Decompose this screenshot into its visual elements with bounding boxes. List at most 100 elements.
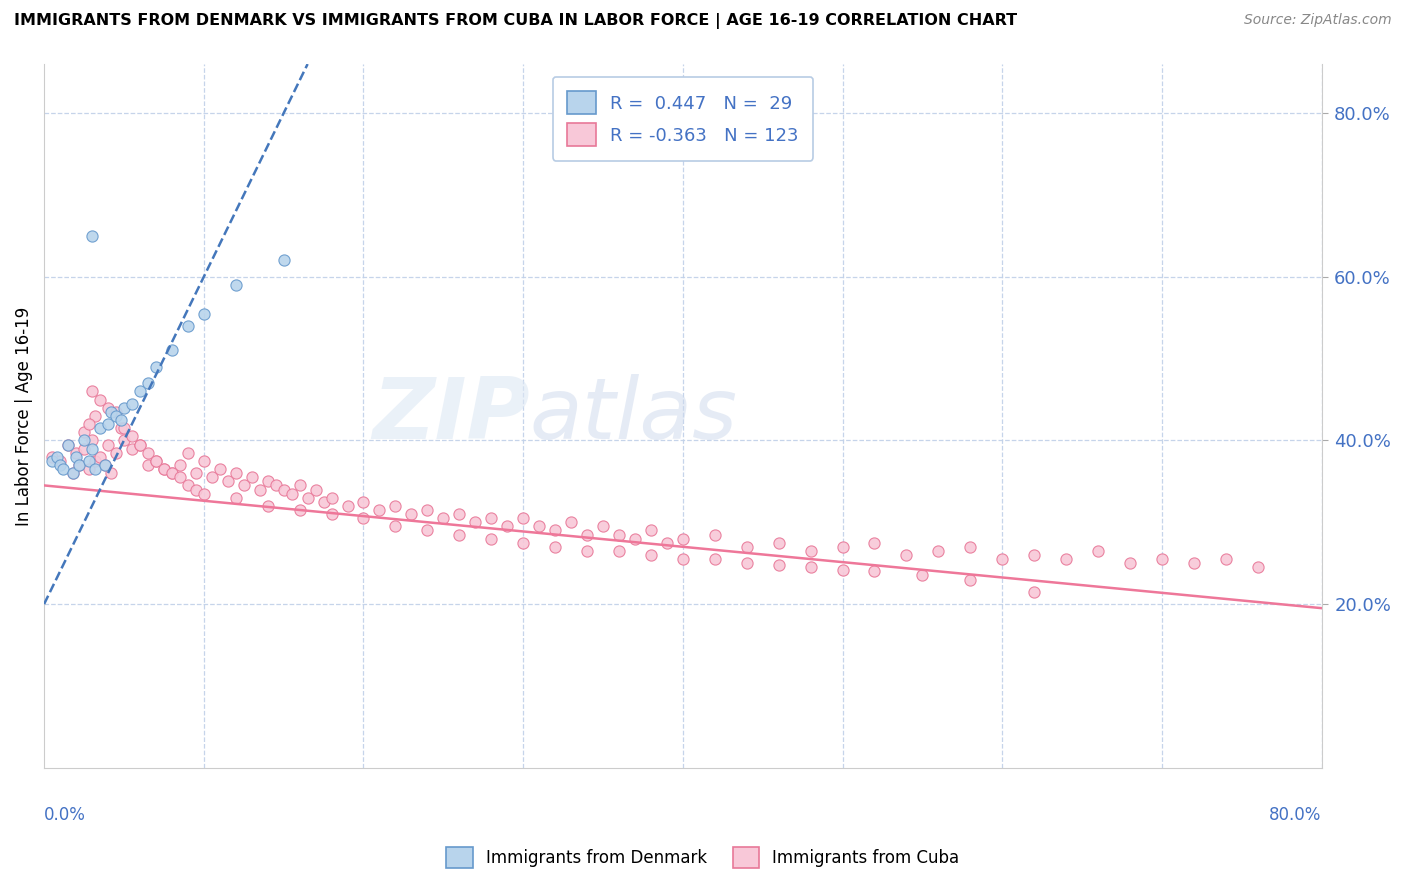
- Point: [77, 462, 100, 476]
- Point: [449, 527, 471, 541]
- Text: IMMIGRANTS FROM DENMARK VS IMMIGRANTS FROM CUBA IN LABOR FORCE | AGE 16-19 CORRE: IMMIGRANTS FROM DENMARK VS IMMIGRANTS FR…: [14, 13, 1017, 29]
- Point: [464, 515, 486, 529]
- Point: [624, 532, 647, 546]
- Point: [184, 466, 207, 480]
- Point: [41, 450, 63, 464]
- Point: [97, 417, 120, 431]
- Point: [273, 253, 295, 268]
- Point: [56, 437, 79, 451]
- Point: [432, 511, 454, 525]
- Text: Source: ZipAtlas.com: Source: ZipAtlas.com: [1244, 13, 1392, 28]
- Point: [77, 454, 100, 468]
- Point: [256, 499, 278, 513]
- Point: [65, 450, 87, 464]
- Point: [145, 454, 167, 468]
- Point: [193, 486, 215, 500]
- Point: [576, 527, 599, 541]
- Point: [100, 466, 122, 480]
- Point: [56, 437, 79, 451]
- Point: [336, 499, 359, 513]
- Point: [401, 507, 423, 521]
- Point: [73, 434, 96, 448]
- Point: [353, 511, 375, 525]
- Point: [112, 421, 135, 435]
- Point: [80, 384, 103, 399]
- Point: [84, 409, 107, 423]
- Point: [592, 519, 614, 533]
- Point: [225, 277, 247, 292]
- Point: [52, 462, 75, 476]
- Point: [145, 454, 167, 468]
- Point: [89, 450, 111, 464]
- Point: [544, 540, 567, 554]
- Point: [67, 458, 90, 472]
- Y-axis label: In Labor Force | Age 16-19: In Labor Force | Age 16-19: [15, 306, 32, 525]
- Point: [80, 442, 103, 456]
- Point: [896, 548, 918, 562]
- Point: [288, 503, 311, 517]
- Point: [160, 466, 183, 480]
- Point: [911, 568, 934, 582]
- Point: [479, 532, 502, 546]
- Point: [640, 548, 662, 562]
- Point: [80, 228, 103, 243]
- Point: [153, 462, 176, 476]
- Point: [959, 573, 981, 587]
- Point: [544, 524, 567, 538]
- Text: atlas: atlas: [530, 375, 738, 458]
- Point: [607, 527, 630, 541]
- Point: [768, 535, 790, 549]
- Point: [288, 478, 311, 492]
- Point: [225, 466, 247, 480]
- Point: [62, 466, 84, 480]
- Point: [232, 478, 254, 492]
- Point: [368, 503, 391, 517]
- Point: [672, 552, 695, 566]
- Point: [1024, 584, 1046, 599]
- Point: [353, 495, 375, 509]
- Point: [100, 405, 122, 419]
- Point: [496, 519, 519, 533]
- Point: [129, 437, 152, 451]
- Point: [560, 515, 582, 529]
- Point: [703, 552, 725, 566]
- Point: [193, 307, 215, 321]
- Point: [84, 462, 107, 476]
- Point: [927, 544, 949, 558]
- Point: [831, 563, 853, 577]
- Point: [217, 475, 239, 489]
- Point: [169, 458, 191, 472]
- Point: [240, 470, 263, 484]
- Point: [104, 405, 127, 419]
- Point: [735, 556, 758, 570]
- Point: [1054, 552, 1077, 566]
- Point: [640, 524, 662, 538]
- Point: [703, 527, 725, 541]
- Point: [991, 552, 1014, 566]
- Point: [177, 446, 200, 460]
- Point: [304, 483, 326, 497]
- Point: [863, 565, 886, 579]
- Point: [479, 511, 502, 525]
- Point: [321, 507, 343, 521]
- Point: [201, 470, 224, 484]
- Legend: Immigrants from Denmark, Immigrants from Cuba: Immigrants from Denmark, Immigrants from…: [439, 838, 967, 877]
- Point: [121, 396, 143, 410]
- Point: [177, 318, 200, 333]
- Point: [94, 458, 117, 472]
- Point: [97, 401, 120, 415]
- Point: [1150, 552, 1173, 566]
- Point: [1215, 552, 1237, 566]
- Point: [104, 446, 127, 460]
- Point: [97, 437, 120, 451]
- Point: [672, 532, 695, 546]
- Point: [73, 442, 96, 456]
- Point: [655, 535, 678, 549]
- Point: [512, 535, 534, 549]
- Point: [512, 511, 534, 525]
- Point: [112, 401, 135, 415]
- Point: [297, 491, 319, 505]
- Point: [416, 503, 439, 517]
- Point: [1182, 556, 1205, 570]
- Point: [1247, 560, 1270, 574]
